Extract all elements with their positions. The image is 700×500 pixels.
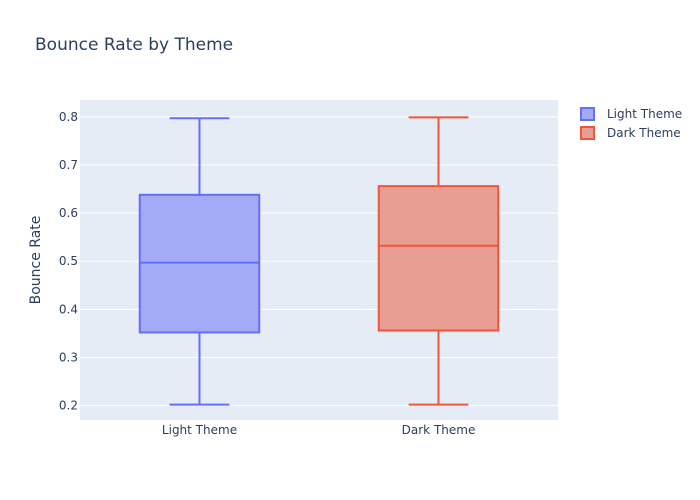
x-tick-label: Dark Theme (402, 423, 476, 437)
legend-item[interactable]: Dark Theme (580, 126, 681, 140)
y-axis-title: Bounce Rate (28, 216, 44, 305)
iqr-box (377, 185, 500, 332)
y-tick-label: 0.2 (59, 399, 78, 413)
legend: Light Theme Dark Theme (580, 107, 682, 140)
x-tick-label: Light Theme (162, 423, 237, 437)
legend-label: Light Theme (607, 107, 682, 121)
y-axis-ticks: 0.2 0.3 0.4 0.5 0.6 0.7 0.8 (59, 110, 78, 413)
y-tick-label: 0.6 (59, 206, 78, 220)
y-tick-label: 0.5 (59, 254, 78, 268)
box-dark-theme (377, 116, 500, 406)
legend-swatch (580, 107, 595, 121)
box-light-theme (138, 117, 261, 406)
legend-swatch (580, 126, 595, 140)
y-tick-label: 0.8 (59, 110, 78, 124)
chart-title: Bounce Rate by Theme (35, 35, 233, 55)
legend-label: Dark Theme (607, 126, 681, 140)
x-axis-ticks: Light Theme Dark Theme (162, 423, 475, 437)
y-tick-label: 0.7 (59, 158, 78, 172)
box-series (138, 116, 500, 406)
legend-item[interactable]: Light Theme (580, 107, 682, 121)
y-tick-label: 0.3 (59, 350, 78, 364)
y-tick-label: 0.4 (59, 302, 78, 316)
